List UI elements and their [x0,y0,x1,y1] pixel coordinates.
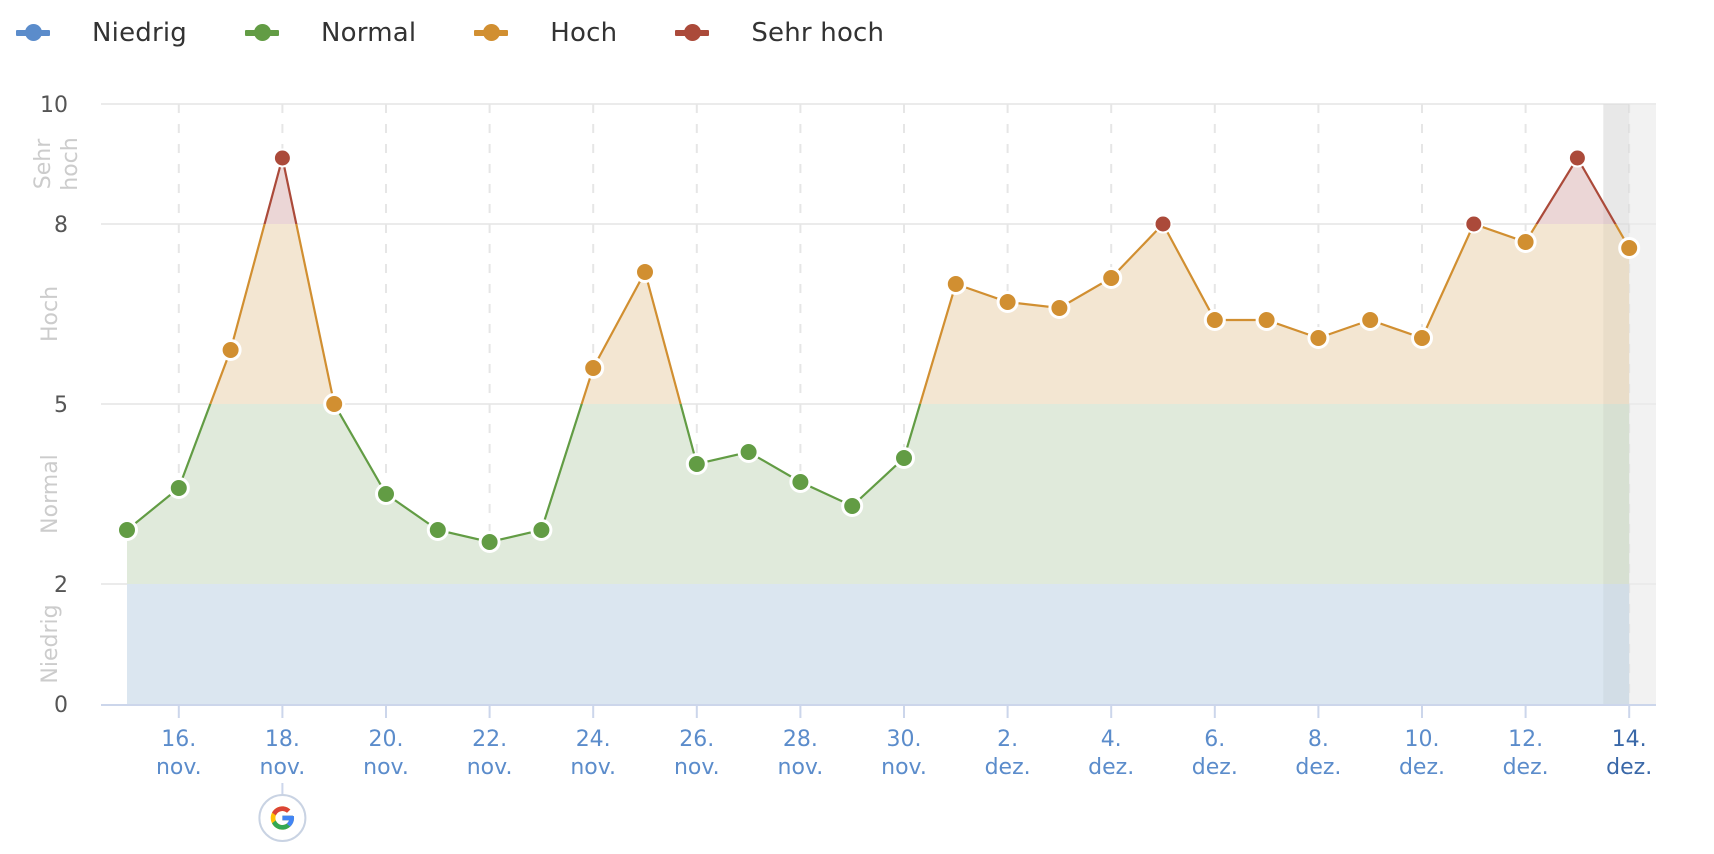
y-tick-label: 2 [54,573,68,598]
legend-label: Normal [321,18,417,48]
data-point[interactable]: 12. dez.: 7.7 [1514,231,1537,253]
google-g-icon [270,806,295,830]
google-update-marker[interactable] [258,783,307,842]
data-point[interactable]: 25. nov.: 7.2 [634,261,656,283]
x-tick-label: nov. [881,755,927,780]
y-tick-label: 10 [40,93,68,118]
data-point[interactable]: 18. nov.: 9.1 [272,148,292,168]
x-tick-label: 8. [1308,727,1329,752]
band-label: Normal [38,454,63,534]
data-point[interactable]: 19. nov.: 5 [323,393,346,415]
data-point[interactable]: 13. dez.: 9.1 [1567,148,1587,168]
band-label: Sehr [31,138,56,189]
x-tick-label: nov. [674,755,720,780]
legend-item-hoch[interactable]: Hoch [474,18,617,48]
data-point[interactable]: 7. dez.: 6.4 [1255,309,1278,331]
x-tick-label: 12. [1508,727,1543,752]
area-hoch [210,224,1630,404]
data-point[interactable]: 26. nov.: 4 [685,453,708,475]
legend-label: Sehr hoch [751,18,885,48]
data-point[interactable]: 2. dez.: 6.7 [996,291,1019,313]
data-point[interactable]: 8. dez.: 6.1 [1307,327,1330,349]
chart-legend: Niedrig Normal Hoch Sehr hoch [16,18,942,48]
x-tick-label: dez. [1088,755,1134,780]
x-tick-label: nov. [363,755,409,780]
data-point[interactable]: 10. dez.: 6.1 [1411,327,1433,349]
x-tick-label: nov. [156,755,202,780]
x-tick-label: 4. [1101,727,1122,752]
data-point[interactable]: 20. nov.: 3.5 [375,483,397,505]
data-point[interactable]: 15. nov.: 2.9 [116,519,138,541]
x-tick-label: 6. [1204,727,1225,752]
legend-marker-icon [16,24,50,41]
data-point[interactable]: 1. dez.: 7 [944,273,967,295]
band-label: Niedrig [38,604,63,683]
data-point[interactable]: 4. dez.: 7.1 [1100,267,1123,289]
x-tick-label: 22. [472,727,507,752]
x-tick-label: dez. [985,755,1031,780]
data-point[interactable]: 24. nov.: 5.6 [582,357,605,379]
x-tick-label: nov. [778,755,824,780]
x-tick-label: dez. [1192,755,1238,780]
legend-marker-icon [245,24,279,41]
data-points[interactable]: 15. nov.: 2.9 16. nov.: 3.6 17. nov.: 5.9 1… [116,148,1641,553]
band-label: Hoch [38,286,63,342]
data-point[interactable]: 16. nov.: 3.6 [167,477,190,499]
x-tick-label: nov. [570,755,616,780]
data-point[interactable]: 17. nov.: 5.9 [219,339,242,361]
x-tick-label: nov. [260,755,306,780]
x-tick-label: dez. [1295,755,1341,780]
x-tick-label: dez. [1503,755,1549,780]
x-tick-label: 30. [887,727,922,752]
current-day-overlay [1603,104,1630,704]
area-niedrig [127,584,1630,704]
x-tick-label: nov. [467,755,513,780]
data-point[interactable]: 5. dez.: 8 [1153,214,1173,234]
y-axis: 0 2 5 8 10 Niedrig Normal Hoch Sehr hoch [31,93,83,718]
x-tick-label: 24. [576,727,611,752]
data-point[interactable]: 21. nov.: 2.9 [426,519,449,541]
data-point[interactable]: 14. dez.: 7.6 [1618,237,1641,259]
legend-item-normal[interactable]: Normal [245,18,416,48]
area-fill [127,104,1630,704]
x-tick-label: 14. [1612,727,1647,752]
data-point[interactable]: 6. dez.: 6.4 [1203,309,1226,331]
x-tick-label: 10. [1405,727,1440,752]
legend-label: Niedrig [92,18,187,48]
legend-marker-icon [675,24,710,41]
data-point[interactable]: 27. nov.: 4.2 [737,441,760,463]
y-tick-label: 8 [54,213,68,238]
x-tick-label: 18. [265,727,300,752]
band-label: hoch [58,137,83,190]
y-tick-label: 5 [54,393,68,418]
legend-marker-icon [474,24,509,41]
data-point[interactable]: 30. nov.: 4.1 [893,447,915,469]
x-tick-label: dez. [1606,755,1652,780]
data-point[interactable]: 29. nov.: 3.3 [841,495,864,517]
data-point[interactable]: 3. dez.: 6.6 [1048,297,1071,319]
legend-item-niedrig[interactable]: Niedrig [16,18,187,48]
x-tick-label: 26. [679,727,714,752]
data-point[interactable]: 28. nov.: 3.7 [789,471,812,493]
x-tick-label: 28. [783,727,818,752]
legend-item-sehr-hoch[interactable]: Sehr hoch [675,18,884,48]
area-normal [127,404,1630,584]
line-normal [126,404,922,544]
x-tick-label: 2. [997,727,1018,752]
x-axis: 16. nov. 18. nov. 20. nov. 22. nov. 24. nov. 26. no… [101,704,1656,780]
data-point[interactable]: 23. nov.: 2.9 [530,519,553,541]
legend-label: Hoch [550,18,618,48]
x-tick-label: 20. [369,727,404,752]
x-tick-label: 16. [161,727,196,752]
y-tick-label: 0 [54,693,68,718]
x-tick-label: dez. [1399,755,1445,780]
data-point[interactable]: 11. dez.: 8 [1464,214,1484,234]
data-point[interactable]: 22. nov.: 2.7 [478,531,501,553]
data-point[interactable]: 9. dez.: 6.4 [1359,309,1382,331]
